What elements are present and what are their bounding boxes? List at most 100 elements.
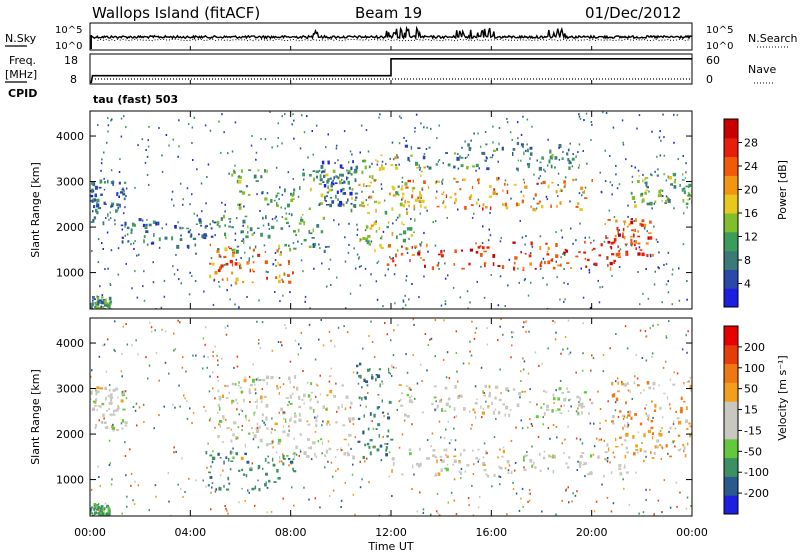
velocity-scatter-cell xyxy=(121,375,123,378)
velocity-cell xyxy=(273,481,277,483)
power-scatter-cell xyxy=(109,282,111,285)
velocity-cell xyxy=(477,448,480,451)
power-colorbar-tick-label: 4 xyxy=(744,278,751,291)
power-scatter-cell xyxy=(274,217,276,220)
power-scatter-cell xyxy=(517,137,519,140)
velocity-cell xyxy=(516,403,520,407)
velocity-scatter-cell xyxy=(456,370,458,373)
velocity-scatter-cell xyxy=(448,442,451,445)
velocity-cell xyxy=(293,420,297,424)
power-cell xyxy=(123,190,125,192)
power-scatter-cell xyxy=(663,136,665,139)
velocity-cell xyxy=(248,432,251,435)
power-cell xyxy=(520,143,524,146)
velocity-cell xyxy=(115,387,119,391)
power-scatter-cell xyxy=(665,195,668,198)
velocity-cell xyxy=(235,452,238,456)
velocity-scatter-cell xyxy=(685,334,687,337)
power-scatter-cell xyxy=(555,231,557,234)
freq-tick-high: 18 xyxy=(64,54,78,67)
power-cell xyxy=(131,222,135,227)
power-scatter-cell xyxy=(267,271,269,274)
velocity-cell xyxy=(100,505,104,508)
velocity-scatter-cell xyxy=(279,386,282,389)
velocity-cell xyxy=(619,436,622,439)
power-cell xyxy=(247,261,250,265)
velocity-scatter-cell xyxy=(138,406,141,409)
power-cell xyxy=(119,191,124,194)
velocity-cell xyxy=(559,412,563,415)
power-cell xyxy=(318,183,322,185)
power-scatter-cell xyxy=(509,131,512,134)
power-cell xyxy=(235,277,239,282)
power-cell xyxy=(468,262,471,266)
velocity-cell xyxy=(95,504,98,508)
power-cell xyxy=(610,241,614,245)
power-scatter-cell xyxy=(584,186,587,189)
velocity-cell xyxy=(226,427,230,430)
power-scatter-cell xyxy=(356,233,358,236)
power-cell xyxy=(593,247,596,250)
power-scatter-cell xyxy=(650,173,652,176)
velocity-scatter-cell xyxy=(456,380,459,383)
power-cell xyxy=(337,203,340,207)
power-scatter-cell xyxy=(419,243,421,246)
velocity-cell xyxy=(279,456,281,460)
velocity-cell xyxy=(605,457,609,462)
power-cell xyxy=(683,187,686,190)
velocity-scatter-cell xyxy=(214,397,216,400)
velocity-cell xyxy=(432,454,436,457)
velocity-scatter-cell xyxy=(508,464,511,467)
velocity-cell xyxy=(367,368,370,372)
power-cell xyxy=(485,206,488,209)
velocity-cell xyxy=(444,467,448,470)
power-scatter-cell xyxy=(178,278,180,281)
power-y-tick-label: 4000 xyxy=(56,130,84,143)
velocity-cell xyxy=(276,469,279,473)
power-cell xyxy=(102,299,106,302)
power-cell xyxy=(667,199,671,203)
power-scatter-cell xyxy=(538,177,540,180)
power-cell xyxy=(453,152,457,155)
power-cell xyxy=(210,227,213,230)
power-scatter-cell xyxy=(325,200,327,202)
velocity-scatter-cell xyxy=(98,355,101,358)
velocity-cell xyxy=(659,406,662,410)
velocity-scatter-cell xyxy=(208,419,211,422)
power-scatter-cell xyxy=(204,124,207,127)
power-cell xyxy=(96,202,98,205)
power-cell xyxy=(435,196,437,199)
power-scatter-cell xyxy=(128,227,130,230)
velocity-scatter-cell xyxy=(639,329,642,332)
power-cell xyxy=(651,253,655,257)
power-scatter-cell xyxy=(349,292,352,295)
power-cell xyxy=(124,181,127,184)
velocity-cell xyxy=(303,402,305,405)
power-scatter-cell xyxy=(459,296,462,299)
power-scatter-cell xyxy=(108,306,110,309)
velocity-scatter-cell xyxy=(438,514,441,516)
power-cell xyxy=(475,201,478,205)
power-cell xyxy=(380,247,384,249)
power-scatter-cell xyxy=(651,207,653,210)
power-scatter-cell xyxy=(96,205,98,208)
power-cell xyxy=(530,241,533,246)
velocity-cell xyxy=(248,391,252,395)
velocity-scatter-cell xyxy=(519,396,521,399)
noise-right-tick-low: 10^0 xyxy=(706,41,733,52)
power-cell xyxy=(640,193,644,197)
power-scatter-cell xyxy=(100,169,102,172)
power-scatter-cell xyxy=(240,257,242,259)
velocity-scatter-cell xyxy=(168,372,170,375)
power-scatter-cell xyxy=(419,168,421,171)
power-cell xyxy=(665,200,667,203)
power-scatter-cell xyxy=(91,250,93,252)
velocity-scatter-cell xyxy=(599,408,602,410)
velocity-scatter-cell xyxy=(481,416,483,419)
power-cell xyxy=(327,186,329,189)
power-scatter-cell xyxy=(575,178,577,181)
power-scatter-cell xyxy=(510,197,512,200)
power-cell xyxy=(401,196,404,200)
velocity-cell xyxy=(545,391,548,393)
power-scatter-cell xyxy=(398,163,400,166)
